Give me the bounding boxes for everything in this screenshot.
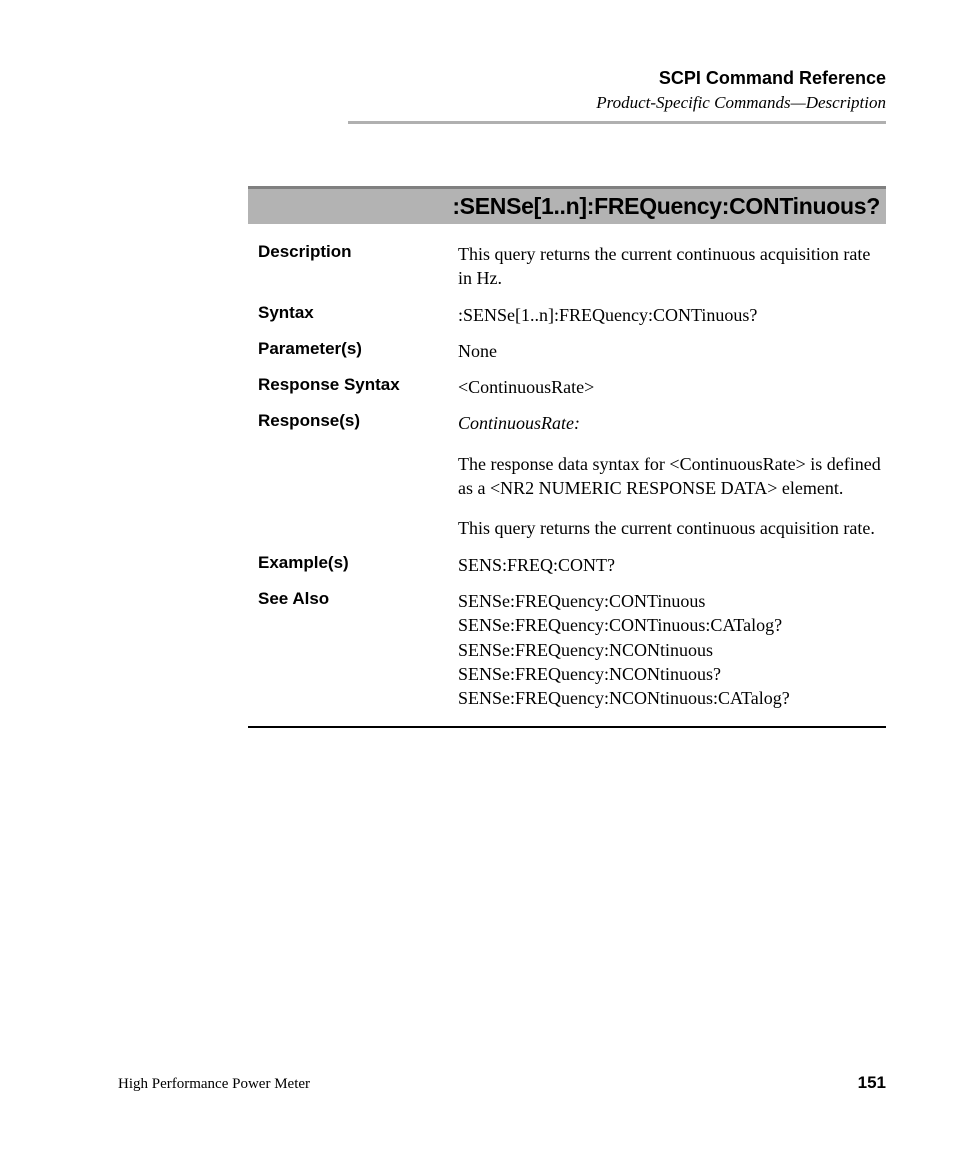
command-rows: Description This query returns the curre… bbox=[248, 224, 886, 716]
label-examples: Example(s) bbox=[258, 553, 458, 573]
label-see-also: See Also bbox=[258, 589, 458, 609]
header-title: SCPI Command Reference bbox=[348, 68, 886, 89]
footer-left: High Performance Power Meter bbox=[118, 1076, 310, 1093]
row-parameters: Parameter(s) None bbox=[248, 333, 886, 369]
page-header: SCPI Command Reference Product-Specific … bbox=[348, 68, 886, 124]
page-footer: High Performance Power Meter 151 bbox=[118, 1073, 886, 1093]
footer-page-number: 151 bbox=[858, 1073, 886, 1093]
label-syntax: Syntax bbox=[258, 303, 458, 323]
row-syntax: Syntax :SENSe[1..n]:FREQuency:CONTinuous… bbox=[248, 297, 886, 333]
see-also-item: SENSe:FREQuency:CONTinuous bbox=[458, 589, 886, 613]
command-bottom-rule bbox=[248, 726, 886, 728]
value-see-also: SENSe:FREQuency:CONTinuous SENSe:FREQuen… bbox=[458, 589, 886, 710]
row-description: Description This query returns the curre… bbox=[248, 236, 886, 297]
value-responses: ContinuousRate: The response data syntax… bbox=[458, 411, 886, 540]
row-response-syntax: Response Syntax <ContinuousRate> bbox=[248, 369, 886, 405]
see-also-item: SENSe:FREQuency:CONTinuous:CATalog? bbox=[458, 613, 886, 637]
row-see-also: See Also SENSe:FREQuency:CONTinuous SENS… bbox=[248, 583, 886, 716]
command-box: :SENSe[1..n]:FREQuency:CONTinuous? Descr… bbox=[248, 186, 886, 728]
page: SCPI Command Reference Product-Specific … bbox=[0, 0, 954, 1159]
value-description: This query returns the current continuou… bbox=[458, 242, 886, 291]
row-examples: Example(s) SENS:FREQ:CONT? bbox=[248, 547, 886, 583]
see-also-item: SENSe:FREQuency:NCONtinuous bbox=[458, 638, 886, 662]
header-rule bbox=[348, 121, 886, 124]
value-parameters: None bbox=[458, 339, 886, 363]
label-description: Description bbox=[258, 242, 458, 262]
see-also-item: SENSe:FREQuency:NCONtinuous:CATalog? bbox=[458, 686, 886, 710]
label-parameters: Parameter(s) bbox=[258, 339, 458, 359]
responses-para2: This query returns the current continuou… bbox=[458, 516, 886, 540]
value-response-syntax: <ContinuousRate> bbox=[458, 375, 886, 399]
label-response-syntax: Response Syntax bbox=[258, 375, 458, 395]
value-syntax: :SENSe[1..n]:FREQuency:CONTinuous? bbox=[458, 303, 886, 327]
value-examples: SENS:FREQ:CONT? bbox=[458, 553, 886, 577]
header-subtitle: Product-Specific Commands—Description bbox=[348, 93, 886, 113]
responses-lead: ContinuousRate: bbox=[458, 411, 886, 435]
see-also-item: SENSe:FREQuency:NCONtinuous? bbox=[458, 662, 886, 686]
command-title: :SENSe[1..n]:FREQuency:CONTinuous? bbox=[248, 189, 886, 224]
label-responses: Response(s) bbox=[258, 411, 458, 431]
responses-para1: The response data syntax for <Continuous… bbox=[458, 452, 886, 501]
row-responses: Response(s) ContinuousRate: The response… bbox=[248, 405, 886, 546]
